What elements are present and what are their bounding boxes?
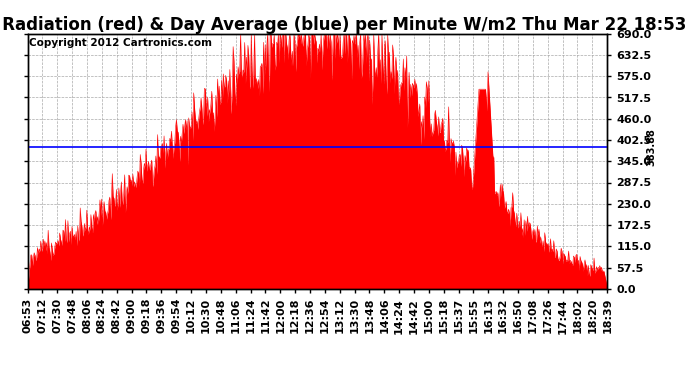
Title: Solar Radiation (red) & Day Average (blue) per Minute W/m2 Thu Mar 22 18:53: Solar Radiation (red) & Day Average (blu… (0, 16, 687, 34)
Text: 383.88: 383.88 (646, 128, 656, 166)
Text: Copyright 2012 Cartronics.com: Copyright 2012 Cartronics.com (29, 38, 212, 48)
Text: 383.88: 383.88 (0, 128, 3, 166)
